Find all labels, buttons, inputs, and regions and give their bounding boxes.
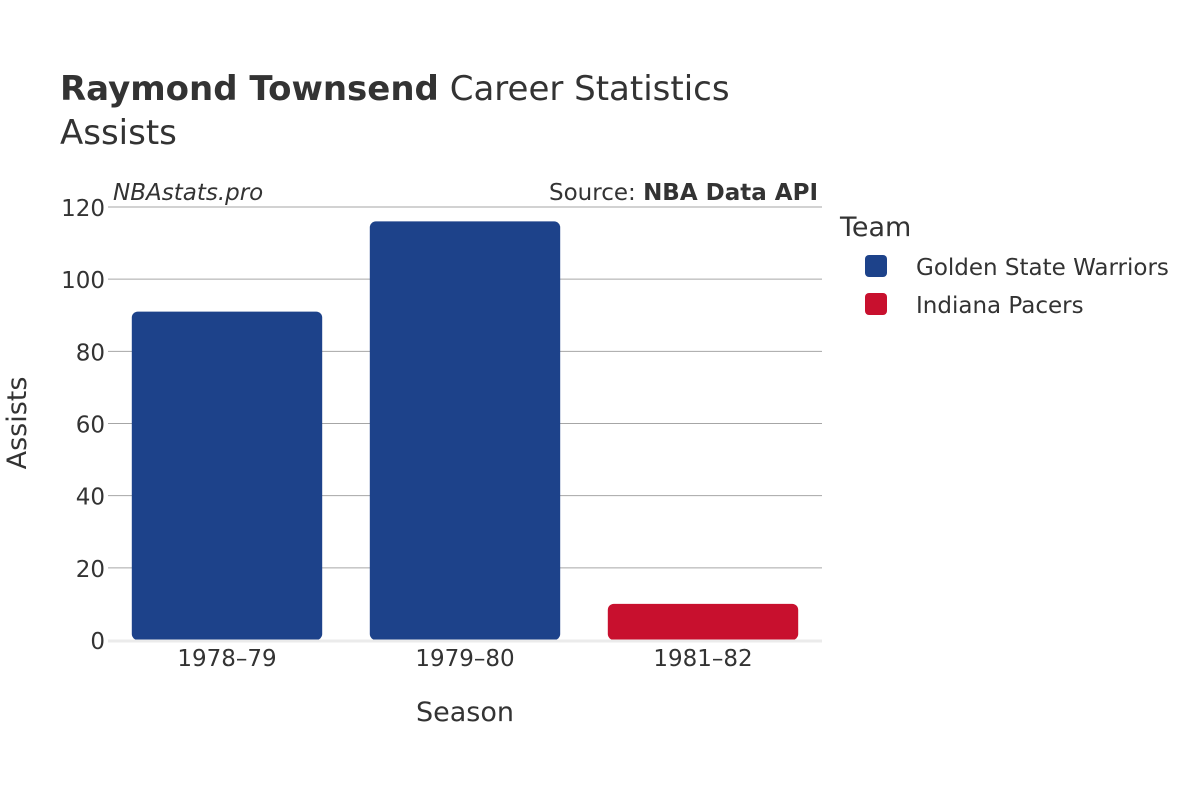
chart-subtitle: Assists [60, 113, 177, 153]
x-axis-title: Season [416, 697, 514, 728]
x-tick-label: 1979–80 [415, 646, 514, 672]
bar-1981–82-indiana-pacers [607, 603, 799, 640]
x-tick-label: 1981–82 [653, 646, 752, 672]
source-label: Source: NBA Data API [549, 180, 818, 206]
source-prefix: Source: [549, 180, 643, 206]
legend-items: Golden State Warriors Indiana Pacers [865, 255, 1169, 319]
y-tick-label: 0 [90, 629, 105, 655]
y-tick-label: 20 [76, 557, 105, 583]
title-player: Raymond Townsend [60, 69, 439, 109]
legend-label: Golden State Warriors [916, 255, 1169, 281]
title-rest: Career Statistics [439, 69, 730, 109]
watermark: NBAstats.pro [113, 180, 263, 206]
y-tick-label: 120 [61, 196, 105, 222]
source-name: NBA Data API [643, 180, 818, 206]
bar-layer [131, 221, 799, 640]
bar-1979–80-golden-state-warriors [369, 221, 561, 640]
y-tick-label: 100 [61, 268, 105, 294]
legend: Team Golden State Warriors Indiana Pacers [839, 212, 1169, 319]
legend-swatch-indiana-pacers [865, 293, 887, 315]
x-tick-label: 1978–79 [177, 646, 276, 672]
axis-layer: 0 20 40 60 80 100 120 1978–79 1979–80 1981–82 [61, 196, 822, 672]
y-tick-label: 60 [76, 413, 105, 439]
legend-swatch-golden-state-warriors [865, 255, 887, 277]
legend-label: Indiana Pacers [916, 293, 1084, 319]
y-tick-label: 80 [76, 340, 105, 366]
bar-1978–79-golden-state-warriors [131, 311, 323, 640]
legend-title: Team [839, 212, 911, 243]
y-tick-label: 40 [76, 485, 105, 511]
y-axis-title: Assists [2, 377, 33, 470]
chart-title: Raymond Townsend Career Statistics [60, 69, 730, 109]
